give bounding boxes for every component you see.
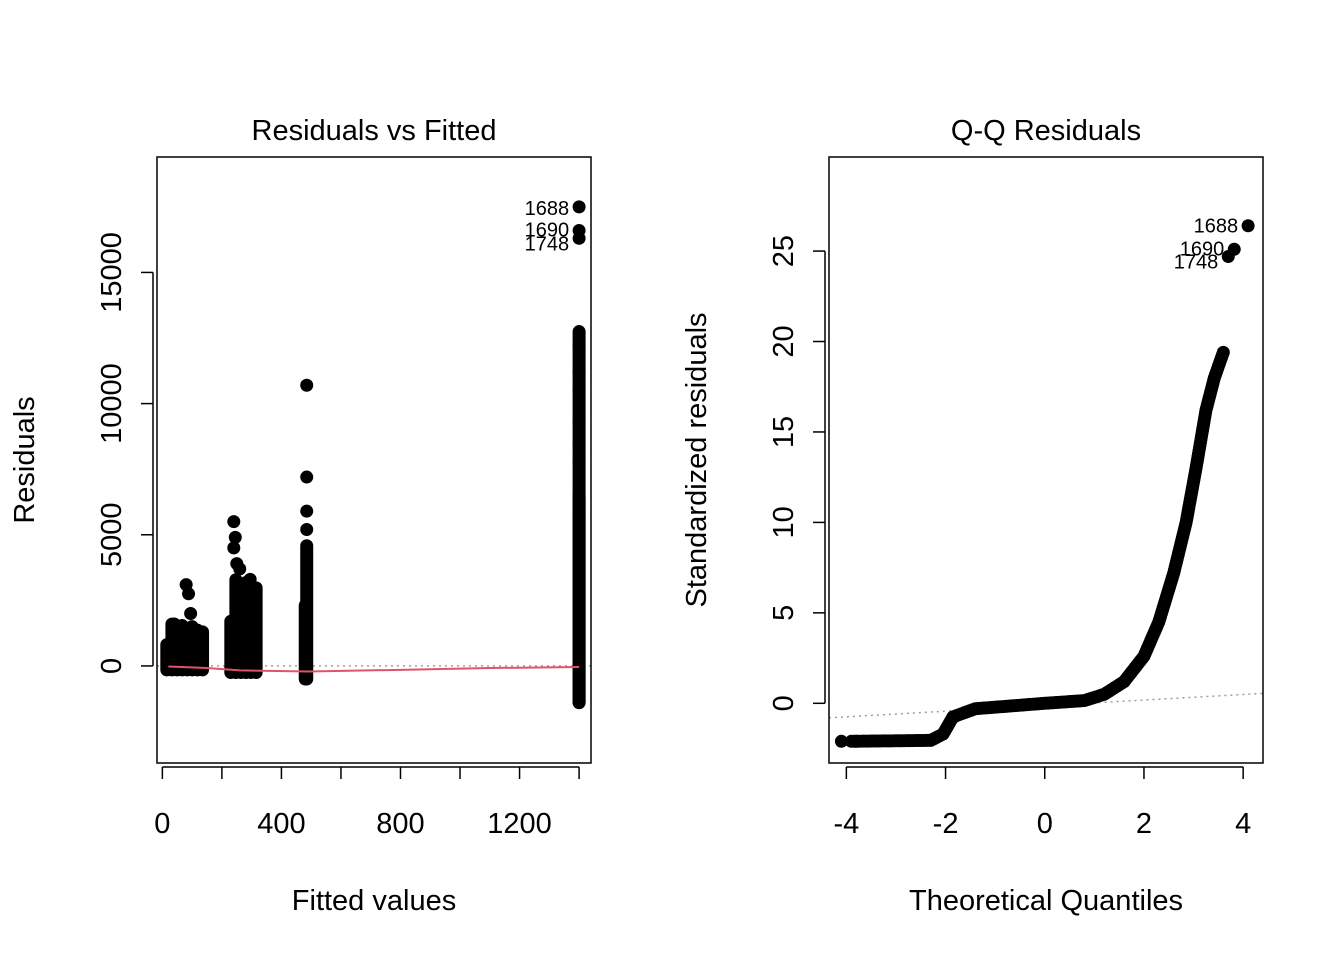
x-tick-label: 400 (257, 808, 305, 840)
y-axis-label: Standardized residuals (681, 312, 713, 607)
y-tick-label: 20 (768, 325, 800, 357)
y-tick-label: 15000 (96, 232, 128, 313)
y-tick-label: 5 (768, 605, 800, 621)
data-point (300, 470, 314, 484)
x-tick-label: -2 (933, 808, 959, 840)
x-tick-label: -4 (833, 808, 859, 840)
data-point (572, 454, 586, 468)
data-point (194, 648, 208, 662)
qq-residuals-panel: Q-Q Residuals Theoretical Quantiles Stan… (681, 115, 1264, 917)
data-point (572, 339, 586, 353)
x-axis-label: Fitted values (292, 885, 456, 917)
outlier-label: 1748 (1174, 251, 1219, 273)
plot-data (829, 219, 1263, 748)
y-tick-label: 10 (768, 506, 800, 538)
y-tick-label: 25 (768, 235, 800, 267)
outlier-label: 1690 (525, 219, 570, 241)
x-tick-label: 800 (376, 808, 424, 840)
data-point (300, 504, 314, 518)
plot-frame (156, 156, 592, 764)
outlier-point (572, 231, 586, 245)
y-tick-label: 0 (96, 658, 128, 674)
data-point (572, 488, 586, 502)
data-point (233, 562, 247, 576)
outlier-label: 1748 (525, 233, 570, 255)
data-point (243, 572, 257, 586)
data-point (572, 507, 586, 521)
data-point (184, 606, 198, 620)
y-tick-label: 0 (768, 695, 800, 711)
data-point (1216, 345, 1230, 359)
plot-frame (828, 156, 1264, 764)
data-point (236, 591, 250, 605)
y-axis-label: Residuals (9, 396, 41, 523)
plot-data (157, 200, 591, 710)
y-tick-label: 5000 (96, 503, 128, 568)
x-tick-label: 0 (154, 808, 170, 840)
outlier-point (1241, 219, 1255, 233)
chart-title: Residuals vs Fitted (252, 115, 497, 147)
x-tick-label: 1200 (487, 808, 552, 840)
data-point (182, 587, 196, 601)
outlier-label: 1688 (1194, 216, 1239, 238)
data-point (185, 620, 199, 634)
point-cluster (300, 539, 314, 686)
point-cluster (249, 581, 263, 679)
y-tick-label: 10000 (96, 363, 128, 444)
outlier-label: 1690 (1180, 238, 1225, 260)
data-point (172, 643, 186, 657)
data-point (572, 415, 586, 429)
data-point (191, 630, 205, 644)
data-point (849, 734, 863, 748)
data-point (300, 523, 314, 537)
data-point (161, 651, 175, 665)
data-point (227, 541, 241, 555)
data-point (167, 617, 181, 631)
data-point (300, 378, 314, 392)
outlier-label: 1688 (525, 198, 570, 220)
data-point (227, 515, 241, 529)
data-point (834, 734, 848, 748)
outlier-point (1221, 249, 1235, 263)
x-tick-label: 0 (1037, 808, 1053, 840)
residuals-vs-fitted-panel: Residuals vs Fitted Fitted values Residu… (9, 115, 592, 917)
x-axis-label: Theoretical Quantiles (909, 885, 1183, 917)
smooth-line (168, 665, 580, 673)
data-point (572, 383, 586, 397)
x-tick-label: 2 (1136, 808, 1152, 840)
outlier-point (572, 200, 586, 214)
chart-title: Q-Q Residuals (951, 115, 1141, 147)
y-tick-label: 15 (768, 416, 800, 448)
x-tick-label: 4 (1235, 808, 1251, 840)
data-point (572, 365, 586, 379)
data-point (228, 530, 242, 544)
data-point (572, 436, 586, 450)
data-point (176, 627, 190, 641)
